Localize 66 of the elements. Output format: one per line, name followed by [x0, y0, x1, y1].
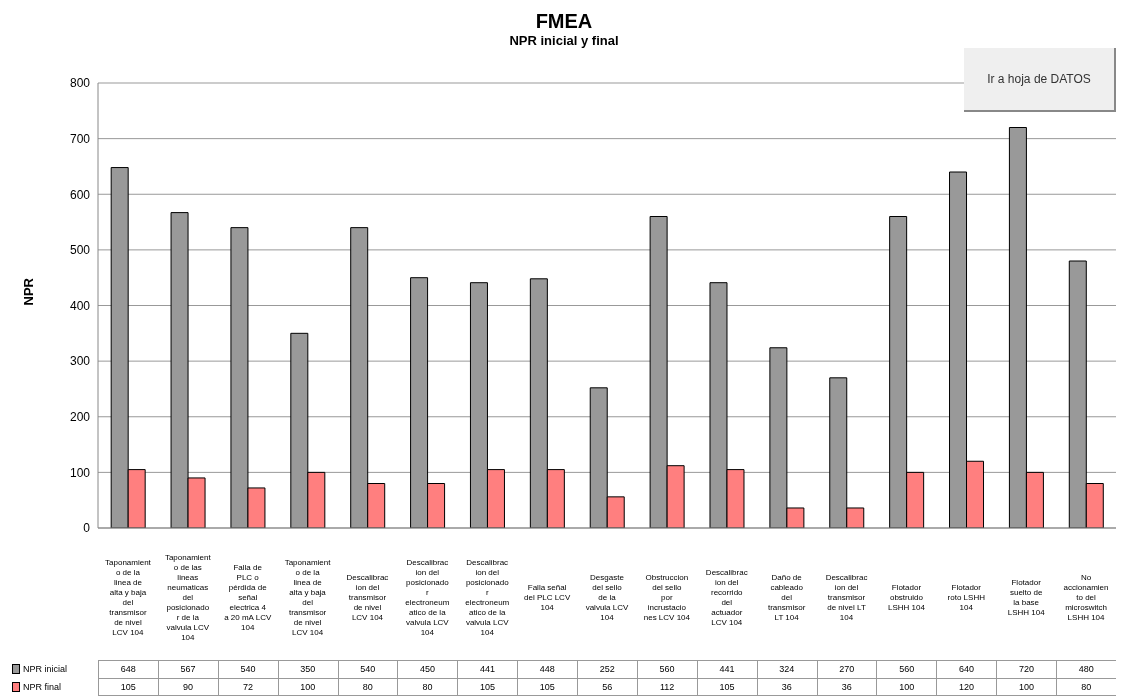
- data-label: 120: [959, 682, 975, 692]
- data-label: 648: [120, 664, 136, 674]
- data-label: 567: [180, 664, 196, 674]
- data-label: 105: [120, 682, 136, 692]
- data-label: 90: [183, 682, 194, 692]
- data-label: 80: [422, 682, 433, 692]
- data-label: 100: [899, 682, 915, 692]
- x-tick-label: Descalibracion del posicionador electroneumatico de la valvula LCV 104: [405, 558, 450, 637]
- data-label: 441: [479, 664, 495, 674]
- data-label: 36: [841, 682, 852, 692]
- x-tick-label: Desgaste del sello de la valvula LCV 104: [585, 573, 630, 622]
- data-label: 80: [362, 682, 373, 692]
- y-tick-label: 500: [69, 243, 91, 258]
- data-label: 560: [659, 664, 675, 674]
- data-label: 720: [1018, 664, 1034, 674]
- data-label: 56: [602, 682, 613, 692]
- y-tick-label: 700: [69, 131, 91, 146]
- data-label: 72: [242, 682, 253, 692]
- x-tick-label: Daño de cableado del transmisor LT 104: [767, 573, 806, 622]
- x-tick-label: Descalibracion del posicionador electroneumatico de la valvula LCV 104: [465, 558, 510, 637]
- data-label: 100: [300, 682, 316, 692]
- x-tick-label: Descalibracion del transmisor de nivel LCV 104: [346, 573, 389, 622]
- y-tick-label: 800: [69, 76, 91, 91]
- data-label: 450: [420, 664, 436, 674]
- y-tick-label: 600: [69, 187, 91, 202]
- x-tick-label: Descalibracion del recorrido del actuador LCV 104: [705, 568, 748, 627]
- y-tick-label: 400: [69, 298, 91, 313]
- y-tick-label: 100: [69, 465, 91, 480]
- data-label: 480: [1078, 664, 1094, 674]
- y-axis-title: NPR: [20, 277, 36, 306]
- data-label: 105: [539, 682, 555, 692]
- data-label: 560: [899, 664, 915, 674]
- x-tick-label: Falla de PLC o pérdida de señal electrica 4 a 20 mA LCV 104: [224, 563, 272, 632]
- data-label: 105: [479, 682, 495, 692]
- y-tick-label: 0: [83, 521, 91, 536]
- x-tick-label: Flotador roto LSHH 104: [947, 583, 986, 612]
- data-label: 252: [599, 664, 615, 674]
- data-label: 36: [781, 682, 792, 692]
- x-tick-label: Falla señal del PLC LCV 104: [523, 583, 571, 612]
- data-label: 540: [240, 664, 256, 674]
- x-tick-label: Flotador obstruido LSHH 104: [887, 583, 926, 612]
- x-tick-label: Flotador suelto de la base LSHH 104: [1007, 578, 1046, 617]
- data-label: 270: [839, 664, 855, 674]
- legend-label: NPR inicial: [22, 663, 68, 676]
- data-label: 448: [539, 664, 555, 674]
- chart-title: FMEA: [534, 10, 594, 33]
- x-tick-label: Obstruccion del sello por incrustaciones LCV 104: [643, 573, 691, 622]
- x-tick-label: Descalibracion del transmisor de nivel LT 104: [825, 573, 868, 622]
- button: Ir a hoja de DATOS: [964, 48, 1116, 112]
- data-label: 100: [1018, 682, 1034, 692]
- data-label: 80: [1081, 682, 1092, 692]
- y-tick-label: 300: [69, 354, 91, 369]
- x-tick-label: Taponamiento de la linea de alta y baja del transmisor de nivel LCV 104: [284, 558, 332, 637]
- legend-label: NPR final: [22, 681, 62, 694]
- category-label: Taponamiento de las lineas neumaticas del posicionador de la valvula LCV 104: [164, 553, 211, 642]
- data-label: 350: [300, 664, 316, 674]
- data-label: 540: [360, 664, 376, 674]
- data-label: 112: [659, 682, 675, 692]
- x-tick-label: Taponamiento de la linea de alta y baja del transmisor de nivel LCV 104: [105, 558, 152, 637]
- y-tick-label: 200: [69, 410, 91, 425]
- data-label: 441: [719, 664, 735, 674]
- data-label: 324: [779, 664, 795, 674]
- data-label: 105: [719, 682, 735, 692]
- x-tick-label: No accionamiento del microswitch LSHH 104: [1063, 573, 1109, 622]
- data-label: 640: [959, 664, 975, 674]
- chart-subtitle: NPR inicial y final: [508, 33, 620, 48]
